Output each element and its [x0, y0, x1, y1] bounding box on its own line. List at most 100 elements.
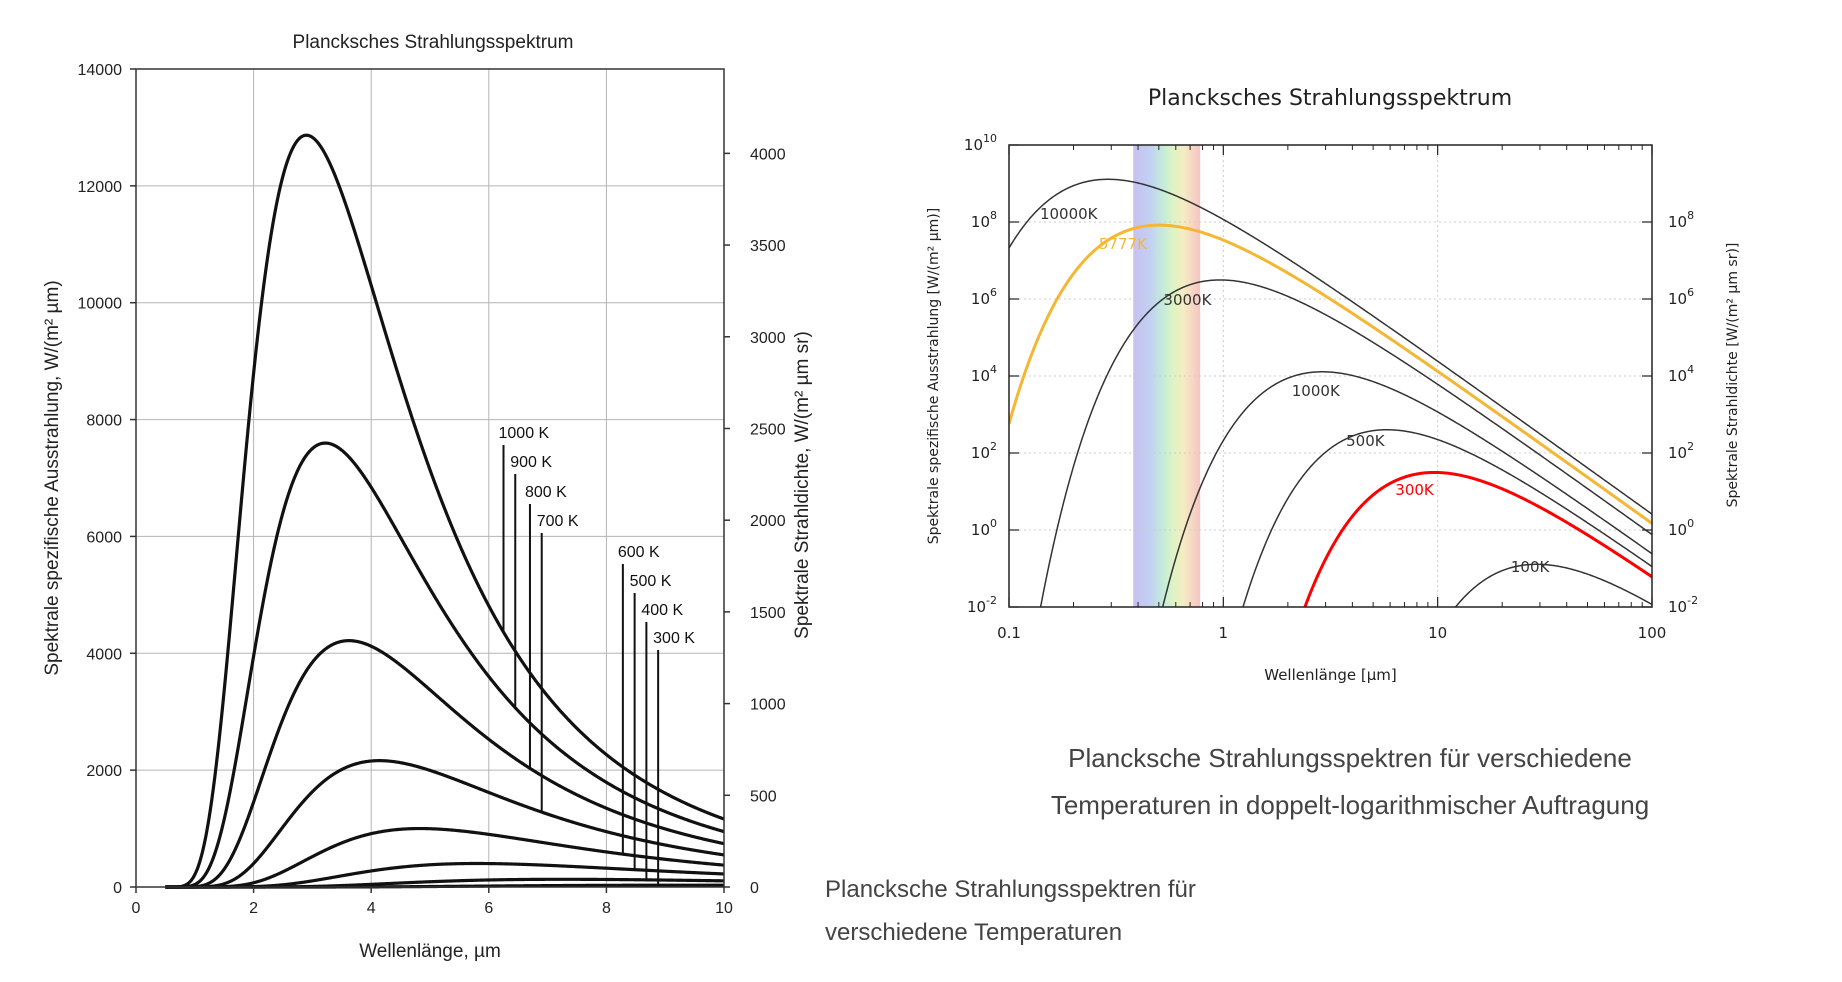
- tick-base: 10: [971, 290, 990, 308]
- series-line: [164, 759, 725, 889]
- tick-exponent: 10: [983, 132, 997, 145]
- caption-log-chart: Plancksche Strahlungsspektren für versch…: [1020, 735, 1680, 829]
- tick-exponent: 4: [990, 363, 997, 376]
- x-axis-label: Wellenlänge [µm]: [1264, 666, 1397, 684]
- y2-axis-label: Spektrale Strahldichte, W/(m² µm sr): [792, 331, 813, 639]
- series-label: 600 K: [618, 544, 660, 561]
- plot-area: [136, 69, 724, 887]
- y-tick-label: 4000: [86, 646, 122, 663]
- y-axis-label: Spektrale spezifische Ausstrahlung, W/(m…: [42, 280, 63, 675]
- y2-tick-label: 4000: [750, 146, 786, 163]
- series-line: [1161, 371, 1652, 607]
- tick-base: 10: [1668, 521, 1687, 539]
- tick-exponent: 0: [990, 517, 997, 530]
- tick-base: 10: [971, 521, 990, 539]
- series-label: 500 K: [630, 573, 672, 590]
- tick-exponent: 4: [1687, 363, 1694, 376]
- series-line: [1009, 223, 1652, 525]
- caption-line: Temperaturen in doppelt-logarithmischer …: [1050, 790, 1650, 820]
- series-line: [1039, 279, 1652, 607]
- y-tick-label: 10000: [78, 296, 123, 313]
- series-label: 500K: [1346, 432, 1386, 450]
- y2-tick-label: 2500: [750, 421, 786, 438]
- tick-base: 10: [967, 598, 986, 616]
- x-axis-label: Wellenlänge, µm: [359, 941, 501, 962]
- y2-tick-label: 2000: [750, 513, 786, 530]
- series-label: 300K: [1395, 481, 1435, 499]
- y-tick-label: 102: [971, 440, 997, 462]
- tick-exponent: 2: [990, 440, 997, 453]
- x-tick-label: 2: [249, 900, 258, 917]
- x-tick-label: 4: [367, 900, 376, 917]
- tick-base: 10: [1668, 213, 1687, 231]
- caption-line: verschiedene Temperaturen: [825, 919, 1123, 946]
- series-label: 400 K: [641, 602, 683, 619]
- series-line: [1454, 563, 1652, 607]
- tick-exponent: 6: [1687, 286, 1694, 299]
- x-tick-label: 0: [132, 900, 141, 917]
- linear-planck-chart: 1000 K 900 K 800 K 700 K 600 K 500 K 400 K 300 …: [42, 32, 813, 962]
- tick-exponent: 8: [1687, 209, 1694, 222]
- series-label: 300 K: [653, 630, 695, 647]
- tick-base: 10: [1668, 444, 1687, 462]
- tick-exponent: -2: [1687, 594, 1698, 607]
- y-tick-label: 6000: [86, 529, 122, 546]
- y-tick-label: 8000: [86, 413, 122, 430]
- y2-tick-label: 500: [750, 788, 777, 805]
- series-line: [164, 826, 725, 889]
- y-tick-label: 108: [971, 209, 997, 231]
- y2-tick-label: 3000: [750, 330, 786, 347]
- y2-tick-label: 1000: [750, 697, 786, 714]
- series-label: 3000K: [1163, 291, 1212, 309]
- y-tick-label: 100: [971, 517, 997, 539]
- chart-title: Plancksches Strahlungsspektrum: [1148, 86, 1512, 111]
- y2-axis-label: Spektrale Strahldichte [W/(m² µm sr)]: [1725, 243, 1741, 508]
- series-line: [1242, 428, 1652, 607]
- tick-base: 10: [1668, 598, 1687, 616]
- series-line: [1009, 178, 1652, 515]
- x-tick-label: 6: [484, 900, 493, 917]
- x-tick-label: 8: [602, 900, 611, 917]
- y-axis-label: Spektrale spezifische Ausstrahlung [W/(m…: [926, 208, 942, 544]
- y-tick-label: 106: [971, 286, 997, 308]
- x-tick-label: 1: [1219, 624, 1229, 642]
- tick-exponent: 8: [990, 209, 997, 222]
- series-line: [164, 639, 725, 889]
- series-group: [1009, 178, 1652, 607]
- tick-base: 10: [971, 444, 990, 462]
- tick-base: 10: [1668, 290, 1687, 308]
- y-tick-label: 1010: [964, 132, 997, 154]
- y2-tick-label: 100: [1668, 517, 1694, 539]
- series-line: [1303, 470, 1652, 607]
- series-line: [164, 133, 725, 889]
- tick-base: 10: [971, 367, 990, 385]
- caption-linear-chart: Plancksche Strahlungsspektren für versch…: [825, 868, 1245, 954]
- y2-tick-label: 102: [1668, 440, 1694, 462]
- tick-exponent: 0: [1687, 517, 1694, 530]
- y-tick-label: 14000: [78, 62, 123, 79]
- x-tick-label: 10: [1428, 624, 1447, 642]
- y-tick-label: 104: [971, 363, 997, 385]
- y-tick-label: 0: [113, 880, 122, 897]
- chart-title: Plancksches Strahlungsspektrum: [293, 32, 574, 53]
- series-label: 100K: [1511, 558, 1551, 576]
- y2-tick-label: 106: [1668, 286, 1694, 308]
- series-label: 1000K: [1292, 382, 1341, 400]
- tick-base: 10: [964, 136, 983, 154]
- plot-frame: [135, 68, 725, 888]
- y2-tick-label: 108: [1668, 209, 1694, 231]
- series-label: 10000K: [1040, 205, 1099, 223]
- series-label: 700 K: [537, 513, 579, 530]
- tick-base: 10: [1668, 367, 1687, 385]
- y2-tick-label: 10-2: [1668, 594, 1698, 616]
- series-line: [164, 441, 725, 889]
- y2-tick-label: 104: [1668, 363, 1694, 385]
- tick-exponent: 6: [990, 286, 997, 299]
- x-tick-label: 10: [715, 900, 733, 917]
- caption-line: Plancksche Strahlungsspektren für versch…: [1068, 743, 1632, 773]
- tick-exponent: 2: [1687, 440, 1694, 453]
- y-tick-label: 2000: [86, 763, 122, 780]
- y-tick-label: 12000: [78, 179, 123, 196]
- caption-line: Plancksche Strahlungsspektren für: [825, 876, 1196, 903]
